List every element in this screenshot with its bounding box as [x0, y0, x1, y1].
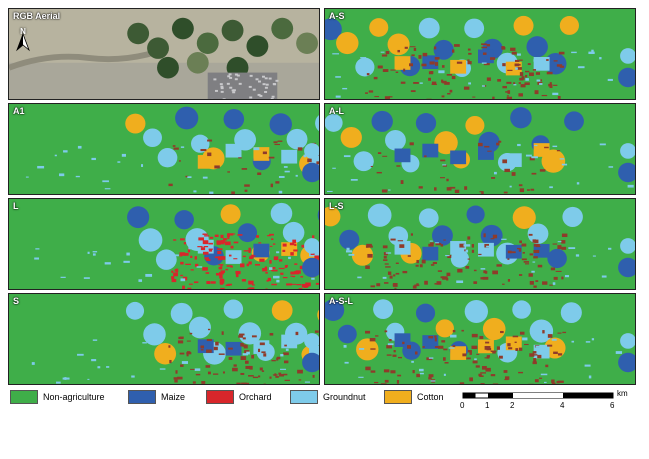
panel-label: A-S-L — [329, 296, 353, 306]
classification-map — [9, 294, 319, 384]
arrow-icon — [16, 32, 30, 52]
legend-item-orchard: Orchard — [206, 389, 272, 405]
scale-tick: 1 — [485, 401, 490, 410]
legend-label: Non-agriculture — [43, 392, 105, 402]
aerial-image — [9, 9, 319, 99]
map-panel-l: L — [8, 198, 320, 290]
legend-item-non-agriculture: Non-agriculture — [10, 389, 105, 405]
north-label: N — [20, 27, 26, 36]
scale-tick: 2 — [510, 401, 515, 410]
legend-swatch — [290, 390, 318, 404]
map-panel-a-s: A-S — [324, 8, 636, 100]
scale-bar: km 0 1 2 4 6 — [460, 389, 630, 419]
classification-map — [325, 199, 635, 289]
legend-label: Cotton — [417, 392, 444, 402]
scale-tick: 6 — [610, 401, 615, 410]
panel-label: RGB Aerial — [13, 11, 61, 21]
scale-tick: 4 — [560, 401, 565, 410]
legend-item-groundnut: Groundnut — [290, 389, 366, 405]
legend-swatch — [206, 390, 234, 404]
map-panel-a1: A1 — [8, 103, 320, 195]
legend: Non-agriculture Maize Orchard Groundnut … — [10, 389, 460, 405]
scale-tick: 0 — [460, 401, 465, 410]
classification-map — [9, 199, 319, 289]
panel-label: A-L — [329, 106, 344, 116]
panel-label: A-S — [329, 11, 345, 21]
panel-label: A1 — [13, 106, 25, 116]
legend-swatch — [384, 390, 412, 404]
map-panel-a-s-l: A-S-L — [324, 293, 636, 385]
scale-unit: km — [617, 389, 628, 398]
legend-label: Orchard — [239, 392, 272, 402]
panel-label: L-S — [329, 201, 344, 211]
legend-swatch — [10, 390, 38, 404]
map-panel-l-s: L-S — [324, 198, 636, 290]
legend-item-maize: Maize — [128, 389, 185, 405]
panel-label: L — [13, 201, 19, 211]
classification-map — [325, 104, 635, 194]
legend-item-cotton: Cotton — [384, 389, 444, 405]
map-panel-rgb-aerial: RGB Aerial N — [8, 8, 320, 100]
map-panel-a-l: A-L — [324, 103, 636, 195]
scale-bar-graphic — [462, 392, 614, 399]
map-panel-s: S — [8, 293, 320, 385]
legend-swatch — [128, 390, 156, 404]
legend-label: Maize — [161, 392, 186, 402]
north-arrow-icon: N — [14, 27, 32, 57]
classification-map — [325, 9, 635, 99]
panel-label: S — [13, 296, 20, 306]
classification-map — [9, 104, 319, 194]
classification-map — [325, 294, 635, 384]
legend-label: Groundnut — [323, 392, 366, 402]
